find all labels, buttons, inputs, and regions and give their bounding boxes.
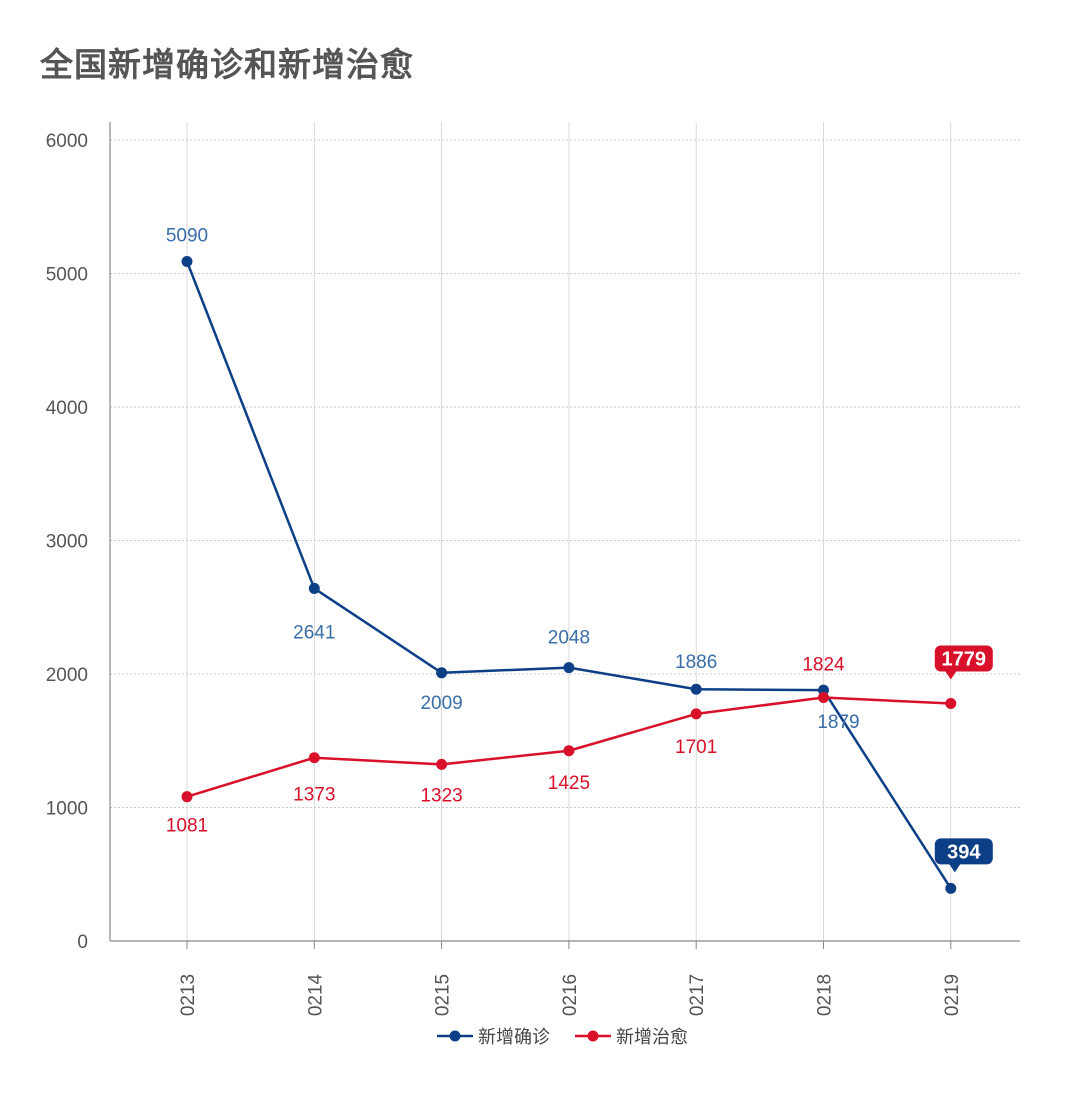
x-tick-label: 0213 [178,974,199,1016]
data-value-label: 2048 [548,628,590,649]
axis-layer: 0 1000 2000 3000 4000 5000 6000 0213 0214 0215 021… [46,122,1020,1016]
callout-pointer [944,670,957,680]
series-layer [181,255,957,894]
callout-value-label: 1779 [942,649,987,671]
x-tick-label: 0215 [433,974,454,1016]
data-point [818,691,829,703]
callout-value-label: 394 [947,841,981,863]
y-tick-label: 5000 [46,265,88,286]
data-point [308,752,320,764]
grid-layer [110,122,1020,941]
data-value-label: 1081 [166,816,208,837]
y-tick-label: 0 [77,932,88,953]
legend-layer: 新增确诊 新增治愈 [437,1027,688,1048]
callout-bubble [934,838,993,865]
data-value-label: 1824 [802,654,845,675]
x-tick-label: 0214 [305,973,326,1016]
data-point [436,667,448,679]
data-value-label: 1323 [420,785,462,806]
legend-label: 新增确诊 [478,1027,550,1048]
legend-swatch-marker [587,1030,599,1042]
data-point [690,708,702,720]
callout-bubble [934,645,993,672]
data-point [563,662,575,674]
x-tick-label: 0219 [942,974,963,1016]
data-value-label: 1886 [675,652,717,673]
x-tick-label: 0217 [687,974,708,1016]
y-tick-label: 1000 [46,799,88,820]
y-tick-label: 2000 [46,665,88,686]
x-tick-label: 0216 [560,974,581,1016]
data-point [308,582,320,594]
y-tick-label: 4000 [46,398,88,419]
data-value-label: 2009 [420,693,462,714]
label-layer: 5090 2641 2009 2048 1886 1879 394 1081 1373 1323 1… [166,225,993,873]
callout-pointer [948,863,961,873]
data-value-label: 1701 [675,737,717,758]
data-value-label: 5090 [166,225,208,246]
data-point [945,882,957,894]
y-tick-label: 6000 [46,131,88,152]
y-tick-label: 3000 [46,532,88,553]
data-value-label: 1373 [293,785,335,806]
legend-label: 新增治愈 [616,1027,688,1048]
data-point [563,745,575,757]
x-tick-label: 0218 [815,974,836,1016]
legend-swatch-marker [449,1030,461,1042]
data-value-label: 2641 [293,622,335,643]
data-point [945,698,957,710]
data-point [181,255,193,267]
data-point [690,683,702,695]
data-point [436,758,448,770]
data-value-label: 1425 [548,773,590,794]
chart-title: 全国新增确诊和新增治愈 [40,45,414,84]
data-value-label: 1879 [817,712,859,733]
data-point [181,791,193,803]
